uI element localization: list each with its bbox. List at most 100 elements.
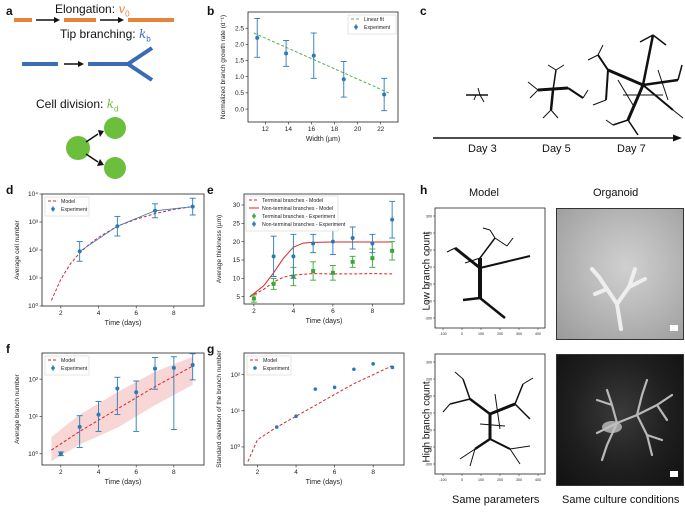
- legend-label: Linear fit: [364, 17, 384, 23]
- panel-h-letter: h: [420, 183, 428, 197]
- data-point: [115, 224, 120, 229]
- data-point: [311, 53, 316, 58]
- legend-label: Model: [61, 358, 75, 364]
- y-tick-label: 20: [233, 239, 241, 246]
- panel-a-letter: a: [6, 4, 13, 18]
- data-point: [341, 77, 346, 82]
- chart-b: 12 14 16 18 20 22 0.0 0.5 1.0 1.5 2.0 2.5 Width (µm)…: [220, 11, 399, 143]
- x-tick-label: 4: [97, 469, 101, 476]
- legend-label: Experiment: [61, 207, 88, 213]
- data-point: [382, 92, 387, 97]
- experiment-line: [79, 206, 193, 252]
- day3-label: Day 3: [468, 143, 497, 155]
- y-tick-label: 2.0: [235, 42, 244, 49]
- x-tick-label: 400: [535, 332, 541, 336]
- data-point: [115, 386, 120, 391]
- y-axis-label: Average cell number: [14, 219, 21, 279]
- x-tick-label: 4: [292, 308, 296, 315]
- nonterminal-point: [370, 241, 375, 246]
- x-axis-label: Width (µm): [306, 136, 340, 143]
- y-tick-label: 10⁰: [28, 450, 38, 458]
- tip-branching-diagram: [22, 46, 154, 82]
- legend-label: Experiment: [263, 366, 290, 372]
- chart-d: 2 4 6 8 10⁰ 10¹ 10² 10³ 10⁴ Time (days) Average ce…: [14, 191, 205, 327]
- data-point: [171, 365, 176, 370]
- panel-g-letter: g: [207, 342, 215, 356]
- terminal-point: [271, 281, 276, 286]
- model-low-ticks: -100 0 100 200 300 400 300 200 100 0 -100 -200 -300: [425, 214, 541, 336]
- x-tick-label: 2: [252, 308, 256, 315]
- x-tick-label: 12: [262, 126, 270, 133]
- y-tick-label: 10²: [29, 247, 39, 254]
- nonterminal-point: [271, 254, 276, 259]
- model-column-title: Model: [469, 187, 499, 199]
- x-tick-label: 2: [256, 469, 260, 476]
- day7-structure: [587, 34, 684, 136]
- plot-frame: [243, 193, 405, 305]
- terminal-model-line: [249, 273, 393, 298]
- panel-f-letter: f: [6, 342, 10, 356]
- y-tick-label: 0.0: [235, 106, 244, 113]
- y-tick-label: 0.5: [235, 90, 244, 97]
- data-point: [371, 362, 375, 366]
- y-tick-label: 5: [236, 294, 240, 301]
- nonterminal-model-line: [249, 241, 393, 298]
- fit-line: [253, 32, 390, 94]
- panel-b-letter: b: [207, 4, 215, 18]
- legend-label: Terminal branches - Experiment: [262, 214, 336, 220]
- y-tick-label: 10¹: [29, 275, 39, 282]
- terminal-point: [330, 270, 335, 275]
- y-axis-label: Average branch number: [14, 373, 21, 443]
- x-tick-label: -100: [439, 478, 446, 482]
- nonterminal-point: [330, 239, 335, 244]
- y-tick-label: 300: [426, 360, 432, 364]
- legend-box: [44, 196, 90, 217]
- nonterminal-point: [390, 217, 395, 222]
- legend-label: Experiment: [61, 366, 88, 372]
- day5-structure: [527, 64, 589, 119]
- data-point: [134, 390, 139, 395]
- y-tick-label: 1.5: [235, 58, 244, 65]
- legend-label: Model: [263, 358, 277, 364]
- x-axis-label: Time (days): [306, 318, 343, 325]
- data-point: [352, 367, 356, 372]
- high-branch-row-label: High branch count: [421, 381, 433, 463]
- x-tick-label: 4: [294, 469, 298, 476]
- data-point: [284, 51, 289, 56]
- x-tick-label: 200: [497, 478, 503, 482]
- x-tick-label: 20: [354, 126, 362, 133]
- cell-division-diagram: [66, 117, 126, 179]
- y-tick-label: 300: [426, 214, 432, 218]
- x-tick-label: 300: [516, 332, 522, 336]
- y-tick-label: 15: [233, 257, 241, 264]
- model-band: [51, 356, 193, 462]
- y-tick-label: -100: [425, 282, 432, 286]
- y-tick-label: 1.0: [235, 74, 244, 81]
- y-axis-label: Average thickness (µm): [216, 215, 223, 283]
- nonterminal-point: [291, 254, 296, 259]
- x-tick-label: 6: [134, 310, 138, 317]
- y-tick-label: 10⁰: [28, 302, 38, 310]
- x-tick-label: 14: [285, 126, 293, 133]
- x-tick-label: 2: [59, 310, 63, 317]
- cell-division-label: Cell division: kd: [36, 97, 119, 114]
- day7-label: Day 7: [617, 143, 646, 155]
- x-tick-label: -100: [439, 332, 446, 336]
- model-low-plot: -100 0 100 200 300 400 300 200 100 0 -100 -200 -300: [425, 207, 546, 336]
- x-tick-label: 200: [497, 332, 503, 336]
- y-tick-label: -200: [425, 299, 432, 303]
- elongation-label: Elongation: v0: [55, 2, 130, 19]
- data-point: [313, 387, 318, 391]
- x-axis-label: Time (days): [105, 320, 142, 327]
- plot-frame: [243, 352, 405, 466]
- model-high-branches: [442, 371, 534, 467]
- legend-label: Terminal branches - Model: [262, 198, 323, 204]
- legend-box: [44, 355, 90, 376]
- data-point: [294, 414, 298, 419]
- y-tick-label: 10: [233, 276, 241, 283]
- elongation-diagram: [14, 17, 174, 23]
- x-tick-label: 300: [516, 478, 522, 482]
- model-line: [247, 365, 393, 462]
- data-point: [255, 35, 260, 40]
- y-tick-label: 10¹: [29, 414, 39, 421]
